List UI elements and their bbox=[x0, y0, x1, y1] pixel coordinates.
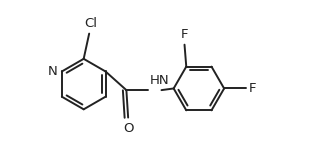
Text: HN: HN bbox=[149, 75, 169, 87]
Text: F: F bbox=[249, 82, 256, 95]
Text: N: N bbox=[48, 65, 58, 78]
Text: Cl: Cl bbox=[84, 17, 97, 30]
Text: O: O bbox=[123, 122, 133, 135]
Text: F: F bbox=[181, 28, 188, 41]
